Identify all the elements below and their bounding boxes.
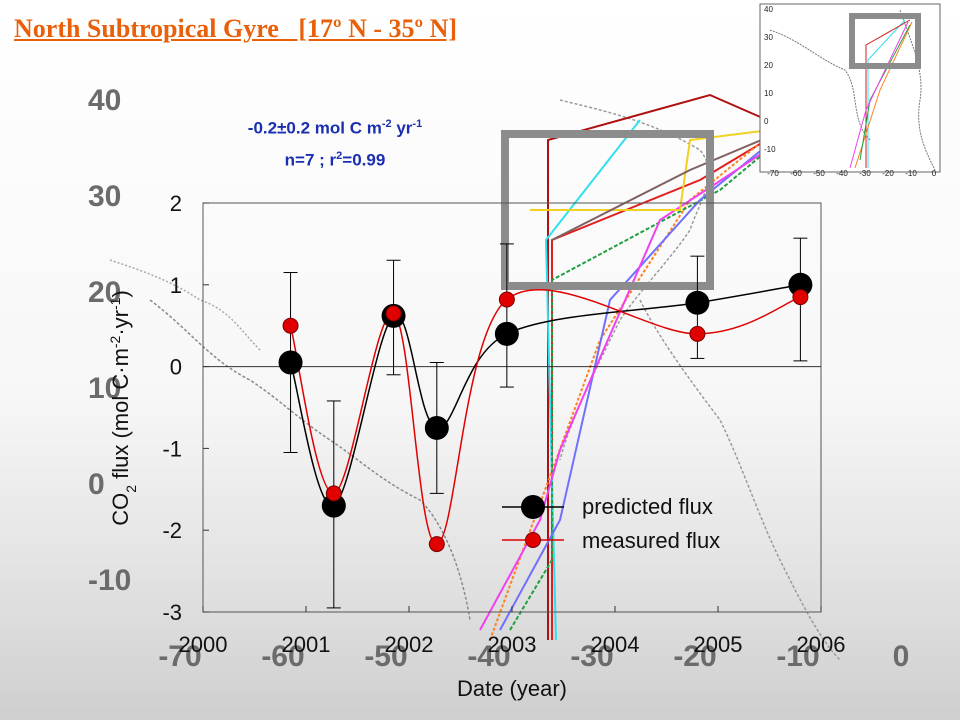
inset-lat-tick: 0 — [764, 117, 769, 126]
cruise-track-magenta — [479, 134, 791, 631]
x-tick-label: 2006 — [797, 632, 846, 657]
region-highlight-box — [501, 130, 714, 290]
background-lon-tick: -10 — [776, 640, 819, 673]
background-lon-tick: -70 — [158, 640, 201, 673]
x-tick-label: 2001 — [282, 632, 331, 657]
predicted-flux-curve — [289, 284, 801, 507]
measured-flux-point — [498, 291, 515, 308]
predicted-flux-point — [494, 321, 519, 346]
inset-lon-tick: -40 — [836, 169, 848, 178]
inset-lat-tick: -10 — [764, 145, 776, 154]
measured-flux-point — [325, 485, 342, 502]
predicted-flux-point — [278, 350, 303, 375]
inset-lon-tick: -50 — [813, 169, 825, 178]
background-coastline — [149, 299, 471, 621]
inset-lat-tick: 10 — [764, 89, 773, 98]
y-tick-label: 1 — [170, 273, 182, 298]
background-lat-tick: 0 — [88, 468, 105, 501]
cruise-track-red — [551, 131, 781, 640]
x-axis-label: Date (year) — [457, 676, 567, 701]
inset-lat-tick: 40 — [764, 5, 773, 14]
background-lon-tick: -50 — [364, 640, 407, 673]
background-coastline-3 — [639, 299, 841, 661]
background-lat-tick: 10 — [88, 372, 121, 405]
background-lon-tick: 0 — [893, 640, 910, 673]
x-tick-label: 2005 — [694, 632, 743, 657]
y-tick-label: 0 — [170, 355, 182, 380]
y-tick-label: -2 — [162, 518, 182, 543]
y-tick-label: 2 — [170, 191, 182, 216]
inset-lon-tick: -60 — [790, 169, 802, 178]
y-axis-label: CO2 flux (mol C·m-2·yr-1) — [107, 290, 139, 526]
cruise-track-cyan — [544, 119, 641, 641]
slide-title: North Subtropical Gyre [17º N - 35º N] — [14, 14, 458, 43]
background-lat-tick: 30 — [88, 180, 121, 213]
x-tick-label: 2000 — [179, 632, 228, 657]
legend-measured-label: measured flux — [582, 528, 720, 553]
cruise-track-green — [509, 139, 781, 631]
background-lon-tick: -60 — [261, 640, 304, 673]
plot-frame — [202, 202, 822, 613]
background-lon-tick: -40 — [467, 640, 510, 673]
predicted-flux-point — [321, 493, 346, 518]
cruise-track-blue — [499, 134, 781, 631]
background-lon-tick: -30 — [570, 640, 613, 673]
regression-stats: n=7 ; r2=0.99 — [284, 150, 386, 170]
cruise-track-orange — [489, 134, 771, 641]
cruise-track-gray — [551, 127, 791, 241]
inset-lon-tick: 0 — [932, 169, 937, 178]
inset-lon-tick: -20 — [882, 169, 894, 178]
predicted-flux-point — [424, 415, 449, 440]
inset-track-magenta — [849, 21, 909, 169]
measured-flux-point — [385, 305, 402, 322]
x-tick-label: 2002 — [385, 632, 434, 657]
measured-flux-point — [282, 317, 299, 334]
measured-flux-point — [428, 536, 445, 553]
inset-lat-tick: 30 — [764, 33, 773, 42]
y-tick-label: -1 — [162, 436, 182, 461]
background-lat-tick: -10 — [88, 564, 131, 597]
background-lon-tick: -20 — [673, 640, 716, 673]
x-tick-label: 2003 — [488, 632, 537, 657]
legend-predicted-label: predicted flux — [582, 494, 713, 519]
inset-map: 40 30 20 10 0 -10 -70 -60 -50 -40 -30 -20 -10 0 — [759, 3, 941, 178]
inset-lon-tick: -30 — [859, 169, 871, 178]
background-lat-tick: 40 — [88, 84, 121, 117]
legend: predicted flux measured flux — [502, 494, 720, 553]
inset-lon-tick: -10 — [905, 169, 917, 178]
regression-rate: -0.2±0.2 mol C m-2 yr-1 — [247, 118, 423, 138]
measured-flux-curve — [289, 288, 801, 545]
predicted-flux-point — [788, 272, 813, 297]
legend-predicted-marker — [521, 495, 545, 519]
legend-measured-marker — [525, 532, 541, 548]
x-tick-label: 2004 — [591, 632, 640, 657]
predicted-flux-point — [685, 290, 710, 315]
measured-flux-point — [689, 325, 706, 342]
inset-region-box — [849, 13, 921, 69]
cruise-track-yellow — [530, 129, 771, 211]
inset-coastline — [769, 9, 936, 171]
inset-lat-tick: 20 — [764, 61, 773, 70]
measured-flux-point — [792, 289, 809, 306]
inset-track-cyan — [867, 19, 906, 168]
background-coastline-4 — [109, 259, 261, 351]
cruise-track-darkred — [547, 93, 791, 640]
inset-lon-tick: -70 — [767, 169, 779, 178]
y-tick-label: -3 — [162, 600, 182, 625]
inset-track-green — [859, 24, 911, 161]
background-lat-tick: 20 — [88, 276, 121, 309]
